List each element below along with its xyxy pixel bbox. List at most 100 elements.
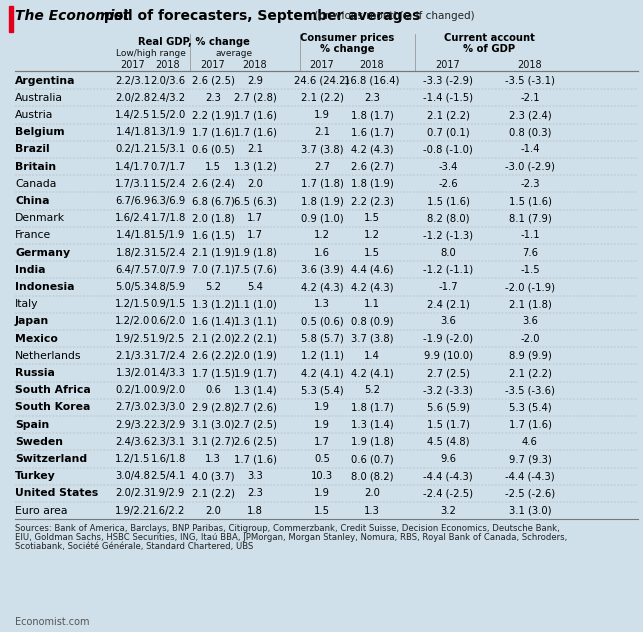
Text: -4.4 (-4.3): -4.4 (-4.3) — [423, 471, 473, 481]
Text: 2.0/2.8: 2.0/2.8 — [116, 93, 150, 103]
Text: 2.7: 2.7 — [314, 162, 330, 172]
Text: 2.6 (2.2): 2.6 (2.2) — [192, 351, 235, 361]
Text: 1.6: 1.6 — [314, 248, 330, 258]
Text: 2.2/3.1: 2.2/3.1 — [115, 76, 150, 85]
Text: 1.3 (1.1): 1.3 (1.1) — [233, 317, 276, 326]
Text: 2.3/3.0: 2.3/3.0 — [150, 403, 185, 413]
Text: 2.1: 2.1 — [314, 127, 330, 137]
Text: 3.6 (3.9): 3.6 (3.9) — [301, 265, 343, 275]
Text: % change: % change — [320, 44, 374, 54]
Text: 2.1 (2.2): 2.1 (2.2) — [426, 110, 469, 120]
Text: 8.1 (7.9): 8.1 (7.9) — [509, 213, 552, 223]
Text: 1.7: 1.7 — [247, 213, 263, 223]
Text: 2.7/3.0: 2.7/3.0 — [116, 403, 150, 413]
Text: South Korea: South Korea — [15, 403, 91, 413]
Text: 2.2 (2.3): 2.2 (2.3) — [350, 196, 394, 206]
Text: 2018: 2018 — [156, 60, 180, 70]
Text: Germany: Germany — [15, 248, 70, 258]
Text: -1.9 (-2.0): -1.9 (-2.0) — [423, 334, 473, 344]
Text: 1.7/3.1: 1.7/3.1 — [115, 179, 150, 189]
Text: 9.6: 9.6 — [440, 454, 456, 464]
Text: 2.2 (1.9): 2.2 (1.9) — [192, 110, 235, 120]
Text: 2.0 (1.8): 2.0 (1.8) — [192, 213, 234, 223]
Text: -1.2 (-1.3): -1.2 (-1.3) — [423, 231, 473, 240]
Text: 1.3 (1.2): 1.3 (1.2) — [192, 299, 235, 309]
Text: Spain: Spain — [15, 420, 50, 430]
Text: -1.4 (-1.5): -1.4 (-1.5) — [423, 93, 473, 103]
Text: 1.5/2.4: 1.5/2.4 — [150, 179, 186, 189]
Text: Sweden: Sweden — [15, 437, 63, 447]
Text: 5.3 (5.4): 5.3 (5.4) — [509, 403, 551, 413]
Text: 1.3/2.0: 1.3/2.0 — [116, 368, 150, 378]
Text: 9.9 (10.0): 9.9 (10.0) — [424, 351, 473, 361]
Text: 1.7 (1.8): 1.7 (1.8) — [301, 179, 343, 189]
Text: 1.7/1.8: 1.7/1.8 — [150, 213, 186, 223]
Text: 1.4/3.3: 1.4/3.3 — [150, 368, 185, 378]
Text: 4.4 (4.6): 4.4 (4.6) — [350, 265, 394, 275]
Text: 1.6 (1.4): 1.6 (1.4) — [192, 317, 235, 326]
Text: 1.3 (1.4): 1.3 (1.4) — [350, 420, 394, 430]
Text: 3.1 (2.7): 3.1 (2.7) — [192, 437, 235, 447]
Text: 1.5 (1.6): 1.5 (1.6) — [509, 196, 552, 206]
Text: 4.5 (4.8): 4.5 (4.8) — [427, 437, 469, 447]
Text: 1.6/1.8: 1.6/1.8 — [150, 454, 186, 464]
Text: 2.0/3.6: 2.0/3.6 — [150, 76, 186, 85]
Text: 2.5/4.1: 2.5/4.1 — [150, 471, 186, 481]
Text: 1.7: 1.7 — [247, 231, 263, 240]
Text: 2.1 (2.0): 2.1 (2.0) — [192, 334, 235, 344]
Text: South Africa: South Africa — [15, 385, 91, 395]
Text: 2018: 2018 — [242, 60, 267, 70]
Text: 1.4/1.8: 1.4/1.8 — [116, 231, 150, 240]
Text: 2.7 (2.5): 2.7 (2.5) — [426, 368, 469, 378]
Text: 1.7 (1.5): 1.7 (1.5) — [192, 368, 235, 378]
Text: 4.6: 4.6 — [522, 437, 538, 447]
Text: 0.7 (0.1): 0.7 (0.1) — [427, 127, 469, 137]
Text: 2017: 2017 — [201, 60, 226, 70]
Text: Brazil: Brazil — [15, 144, 50, 154]
Text: -2.6: -2.6 — [438, 179, 458, 189]
Text: 2017: 2017 — [310, 60, 334, 70]
Text: 24.6 (24.2): 24.6 (24.2) — [294, 76, 350, 85]
Text: 1.9: 1.9 — [314, 489, 330, 499]
Text: 2017: 2017 — [435, 60, 460, 70]
Text: 0.6 (0.5): 0.6 (0.5) — [192, 144, 234, 154]
Text: 0.7/1.7: 0.7/1.7 — [150, 162, 186, 172]
Text: Turkey: Turkey — [15, 471, 56, 481]
Text: 2.4/3.2: 2.4/3.2 — [150, 93, 186, 103]
Text: 5.0/5.3: 5.0/5.3 — [116, 282, 150, 292]
Text: 5.8 (5.7): 5.8 (5.7) — [301, 334, 343, 344]
Text: -2.4 (-2.5): -2.4 (-2.5) — [423, 489, 473, 499]
Text: 1.5 (1.7): 1.5 (1.7) — [426, 420, 469, 430]
Text: 0.6/2.0: 0.6/2.0 — [150, 317, 186, 326]
Text: India: India — [15, 265, 46, 275]
Text: 1.2 (1.1): 1.2 (1.1) — [300, 351, 343, 361]
Text: 7.0 (7.1): 7.0 (7.1) — [192, 265, 235, 275]
Text: 1.1 (1.0): 1.1 (1.0) — [233, 299, 276, 309]
Text: 2.3: 2.3 — [205, 93, 221, 103]
Text: 1.2/2.0: 1.2/2.0 — [115, 317, 150, 326]
Text: 1.6 (1.7): 1.6 (1.7) — [350, 127, 394, 137]
Text: Italy: Italy — [15, 299, 39, 309]
Text: 2.3: 2.3 — [364, 93, 380, 103]
Text: 2.6 (2.5): 2.6 (2.5) — [233, 437, 276, 447]
Text: 2.1/3.3: 2.1/3.3 — [116, 351, 150, 361]
Text: 4.2 (4.3): 4.2 (4.3) — [350, 282, 394, 292]
Text: 1.4/1.8: 1.4/1.8 — [116, 127, 150, 137]
Text: 7.6: 7.6 — [522, 248, 538, 258]
Text: 2.1: 2.1 — [247, 144, 263, 154]
Text: 2.9/3.2: 2.9/3.2 — [115, 420, 150, 430]
Text: 1.9/2.9: 1.9/2.9 — [150, 489, 186, 499]
Text: 2.7 (2.8): 2.7 (2.8) — [233, 93, 276, 103]
Text: 0.6: 0.6 — [205, 385, 221, 395]
Text: 0.2/1.2: 0.2/1.2 — [115, 144, 150, 154]
Text: Mexico: Mexico — [15, 334, 58, 344]
Text: 2018: 2018 — [518, 60, 542, 70]
Text: -3.5 (-3.6): -3.5 (-3.6) — [505, 385, 555, 395]
Text: 5.2: 5.2 — [364, 385, 380, 395]
Bar — [9, 6, 13, 32]
Text: 2.3/3.1: 2.3/3.1 — [150, 437, 186, 447]
Text: -2.5 (-2.6): -2.5 (-2.6) — [505, 489, 555, 499]
Text: 1.4/1.7: 1.4/1.7 — [115, 162, 150, 172]
Text: 0.8 (0.3): 0.8 (0.3) — [509, 127, 551, 137]
Text: 5.4: 5.4 — [247, 282, 263, 292]
